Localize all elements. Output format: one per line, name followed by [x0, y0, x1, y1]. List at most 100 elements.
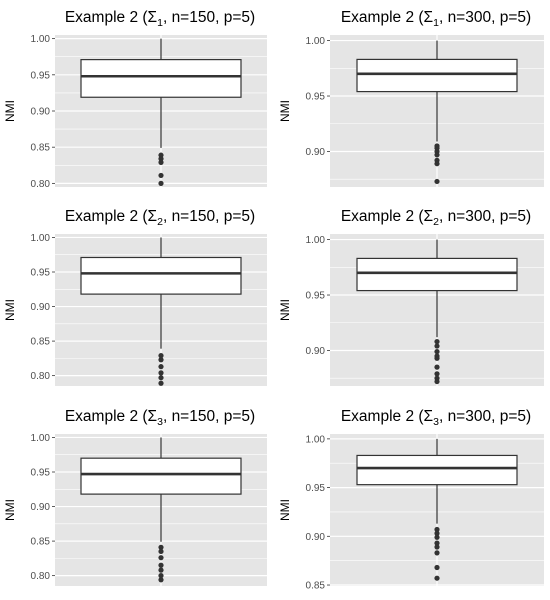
y-tick-label: 0.95 — [31, 468, 51, 479]
outlier-point — [434, 349, 440, 355]
chart-title: Example 2 (Σ3, n=150, p=5) — [65, 408, 255, 428]
y-tick-label: 0.85 — [31, 537, 51, 548]
boxplot-panel: Example 2 (Σ1, n=300, p=5) 0.90 0.95 1.00 NM… — [278, 9, 544, 187]
outlier-point — [434, 575, 440, 581]
outlier-point — [158, 375, 164, 381]
outlier-point — [434, 178, 440, 185]
outlier-point — [434, 544, 440, 550]
y-tick-label: 1.00 — [31, 433, 51, 444]
title-prefix: Example 2 (Σ — [65, 208, 157, 225]
outlier-point — [158, 152, 164, 158]
outlier-point — [158, 353, 164, 359]
boxplot-panel: Example 2 (Σ3, n=300, p=5) 0.85 0.90 0.95 1.… — [278, 408, 544, 592]
outlier-point — [434, 152, 440, 158]
title-suffix: , n=150, p=5) — [163, 408, 255, 425]
outlier-point — [434, 550, 440, 556]
y-tick-label: 0.90 — [31, 107, 51, 118]
outlier-point — [158, 573, 164, 579]
title-subscript: 1 — [157, 17, 163, 29]
y-tick-label: 0.95 — [306, 92, 326, 103]
chart-title: Example 2 (Σ1, n=300, p=5) — [341, 9, 531, 29]
boxplot-panel: Example 2 (Σ2, n=300, p=5) 0.90 0.95 1.00 NM… — [278, 208, 544, 386]
title-prefix: Example 2 (Σ — [341, 208, 433, 225]
y-tick-label: 0.90 — [306, 532, 326, 543]
y-axis-label: NMI — [3, 299, 17, 321]
outlier-point — [434, 343, 440, 349]
y-axis-label: NMI — [278, 499, 292, 521]
y-tick-label: 0.80 — [31, 179, 51, 190]
y-tick-label: 1.00 — [306, 36, 326, 47]
y-tick-label: 0.90 — [306, 346, 326, 357]
y-tick-label: 0.85 — [31, 143, 51, 154]
title-suffix: , n=300, p=5) — [439, 9, 531, 26]
outlier-point — [434, 526, 440, 533]
title-subscript: 2 — [433, 216, 439, 228]
title-prefix: Example 2 (Σ — [341, 408, 433, 425]
y-tick-label: 0.85 — [31, 337, 51, 348]
boxplot-panel: Example 2 (Σ1, n=150, p=5) 0.80 0.85 0.90 0.… — [3, 9, 267, 190]
title-suffix: , n=150, p=5) — [163, 9, 255, 26]
outlier-point — [434, 161, 440, 167]
outlier-point — [158, 159, 164, 165]
title-suffix: , n=300, p=5) — [439, 408, 531, 425]
outlier-point — [158, 577, 164, 583]
boxplot-panel: Example 2 (Σ2, n=150, p=5) 0.80 0.85 0.90 0.… — [3, 208, 267, 386]
title-subscript: 3 — [157, 416, 163, 428]
interquartile-box — [356, 58, 518, 93]
y-axis-label: NMI — [278, 100, 292, 122]
y-axis-label: NMI — [3, 499, 17, 521]
title-subscript: 3 — [433, 416, 439, 428]
outlier-point — [434, 355, 440, 361]
y-axis-label: NMI — [3, 100, 17, 122]
title-prefix: Example 2 (Σ — [341, 9, 433, 26]
title-prefix: Example 2 (Σ — [65, 408, 157, 425]
outlier-point — [158, 555, 164, 561]
outlier-point — [158, 357, 164, 363]
y-tick-label: 0.95 — [31, 70, 51, 81]
y-tick-label: 0.80 — [31, 371, 51, 382]
y-tick-label: 1.00 — [306, 235, 326, 246]
outlier-point — [434, 378, 440, 385]
y-tick-label: 0.95 — [31, 268, 51, 279]
outlier-point — [158, 548, 164, 555]
y-tick-label: 0.90 — [306, 147, 326, 158]
outlier-point — [434, 371, 440, 377]
y-axis-label: NMI — [278, 299, 292, 321]
outlier-point — [434, 534, 440, 540]
y-tick-label: 0.80 — [31, 571, 51, 582]
interquartile-box — [80, 59, 242, 98]
outlier-point — [434, 564, 440, 571]
title-subscript: 1 — [433, 17, 439, 29]
y-tick-label: 1.00 — [306, 434, 326, 445]
interquartile-box — [80, 256, 242, 295]
outlier-point — [158, 380, 164, 386]
outlier-point — [158, 544, 164, 550]
chart-title: Example 2 (Σ3, n=300, p=5) — [341, 408, 531, 428]
chart-title: Example 2 (Σ2, n=150, p=5) — [65, 208, 255, 228]
interquartile-box — [80, 457, 242, 495]
outlier-point — [158, 562, 164, 568]
outlier-point — [158, 156, 164, 162]
boxplot-panel: Example 2 (Σ3, n=150, p=5) 0.80 0.85 0.90 0.… — [3, 408, 267, 586]
chart-title: Example 2 (Σ1, n=150, p=5) — [65, 9, 255, 29]
title-suffix: , n=300, p=5) — [439, 208, 531, 225]
title-prefix: Example 2 (Σ — [65, 9, 157, 26]
interquartile-box — [356, 257, 518, 292]
interquartile-box — [356, 454, 518, 486]
y-tick-label: 0.95 — [306, 483, 326, 494]
chart-title: Example 2 (Σ2, n=300, p=5) — [341, 208, 531, 228]
title-suffix: , n=150, p=5) — [163, 208, 255, 225]
y-tick-label: 0.95 — [306, 291, 326, 302]
outlier-point — [158, 364, 164, 370]
y-tick-label: 1.00 — [31, 34, 51, 45]
outlier-point — [158, 567, 164, 573]
outlier-point — [158, 180, 164, 186]
y-tick-label: 0.85 — [306, 581, 326, 592]
outlier-point — [434, 364, 440, 370]
y-tick-label: 0.90 — [31, 302, 51, 313]
outlier-point — [434, 540, 440, 546]
y-tick-label: 0.90 — [31, 502, 51, 513]
outlier-point — [158, 172, 164, 179]
title-subscript: 2 — [157, 216, 163, 228]
